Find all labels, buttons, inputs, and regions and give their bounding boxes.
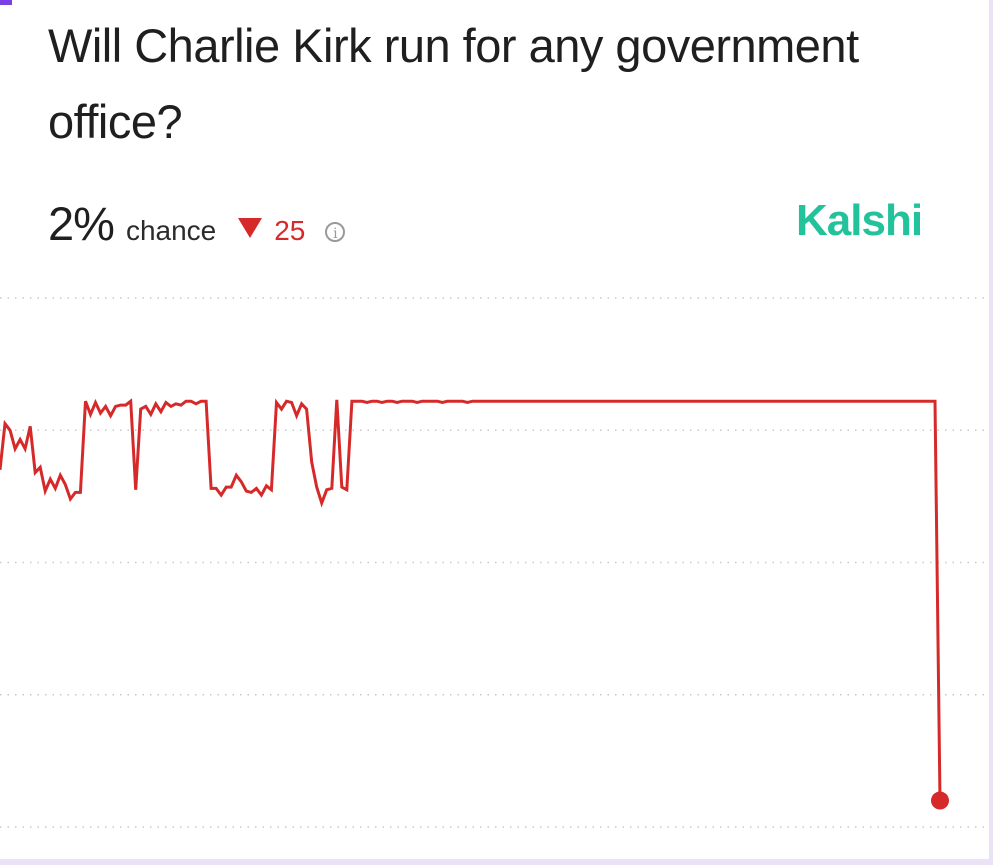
info-icon[interactable]: i — [325, 222, 346, 242]
change-value: 25 — [274, 215, 306, 246]
corner-accent — [0, 0, 12, 5]
chart-series — [0, 398, 949, 810]
series-line — [0, 398, 942, 801]
brand-logo: Kalshi — [796, 196, 923, 245]
chart-gridlines — [0, 297, 989, 828]
probability-value: 2% — [48, 197, 115, 250]
probability-label: chance — [125, 215, 217, 246]
down-triangle-icon — [238, 218, 263, 238]
probability-row: 2% chance 25 i — [48, 196, 346, 256]
probability-chart — [0, 297, 989, 828]
change-indicator: 25 — [238, 215, 305, 247]
market-question: Will Charlie Kirk run for any government… — [48, 19, 859, 148]
current-value-point — [931, 791, 949, 810]
